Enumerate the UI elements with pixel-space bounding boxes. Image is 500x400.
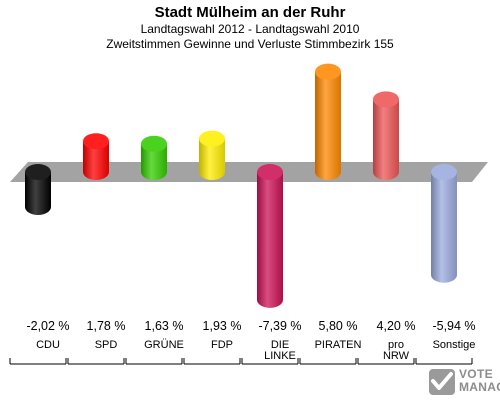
bar-piraten: [315, 63, 341, 180]
chart-title: Stadt Mülheim an der Ruhr: [154, 4, 346, 21]
value-label: 1,93 %: [203, 319, 242, 333]
vote-manager-logo-icon: [429, 369, 455, 395]
category-label: PIRATEN: [315, 339, 362, 351]
category-label: GRÜNE: [144, 339, 184, 351]
labels-group: -2,02 % CDU 1,78 % SPD 1,63 % GRÜNE 1,93 % FDP -…: [9, 319, 476, 365]
value-label: -7,39 %: [258, 319, 301, 333]
category-label: pro: [388, 339, 404, 351]
bar-pro-nrw: [373, 91, 399, 180]
bar-sonstige: [431, 164, 457, 283]
value-label: 5,80 %: [319, 319, 358, 333]
category-label: LINKE: [264, 350, 296, 362]
bar-die-linke: [257, 164, 283, 308]
category-label: DIE: [271, 339, 289, 351]
chart-subtitle: Landtagswahl 2012 - Landtagswahl 2010: [140, 22, 360, 36]
value-label: -5,94 %: [432, 319, 475, 333]
baseline-plane: [10, 162, 488, 182]
bars-group: [25, 63, 457, 308]
category-label: NRW: [383, 350, 410, 362]
value-label: 1,63 %: [145, 319, 184, 333]
value-label: 4,20 %: [377, 319, 416, 333]
bar-cdu: [25, 164, 51, 215]
logo-text-line1: VOTE: [459, 367, 493, 381]
value-label: -2,02 %: [26, 319, 69, 333]
bar-gr-ne: [141, 135, 167, 180]
vote-manager-logo: VOTE MANAGER: [428, 366, 500, 398]
category-label: Sonstige: [433, 339, 476, 351]
category-label: SPD: [95, 339, 118, 351]
value-label: 1,78 %: [87, 319, 126, 333]
chart-subtitle-2: Zweitstimmen Gewinne und Verluste Stimmb…: [106, 37, 394, 51]
bar-fdp: [199, 130, 225, 180]
category-label: FDP: [211, 339, 233, 351]
category-label: CDU: [36, 339, 60, 351]
logo-text-line2: MANAGER: [459, 380, 500, 394]
bar-spd: [83, 133, 109, 180]
